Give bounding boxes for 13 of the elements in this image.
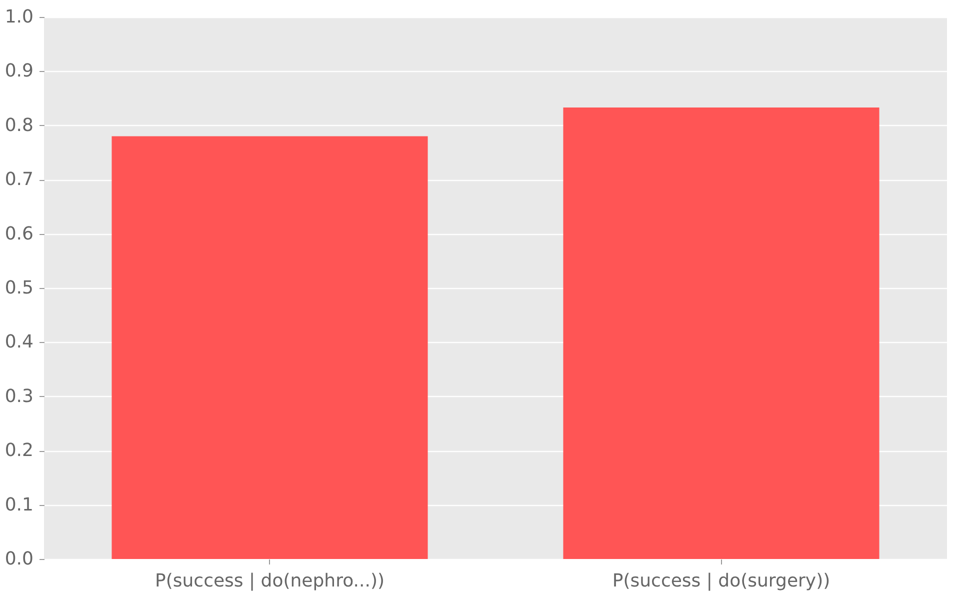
y-tick-label: 0.7 bbox=[4, 169, 34, 190]
y-tick-label: 0.4 bbox=[4, 332, 34, 353]
y-tick-label: 0.5 bbox=[4, 278, 34, 298]
y-tick-label: 0.3 bbox=[4, 386, 34, 407]
x-tick-label: P(success | do(nephro...)) bbox=[155, 570, 384, 592]
y-tick-label: 1.0 bbox=[4, 6, 34, 28]
x-tick-label: P(success | do(surgery)) bbox=[612, 570, 830, 592]
y-tick-label: 0.1 bbox=[4, 494, 34, 516]
y-tick-label: 0.6 bbox=[4, 223, 34, 244]
y-tick-label: 0.0 bbox=[4, 548, 34, 570]
y-tick-label: 0.8 bbox=[4, 114, 34, 136]
y-tick-label: 0.9 bbox=[4, 60, 34, 82]
y-tick-label: 0.2 bbox=[4, 440, 34, 462]
